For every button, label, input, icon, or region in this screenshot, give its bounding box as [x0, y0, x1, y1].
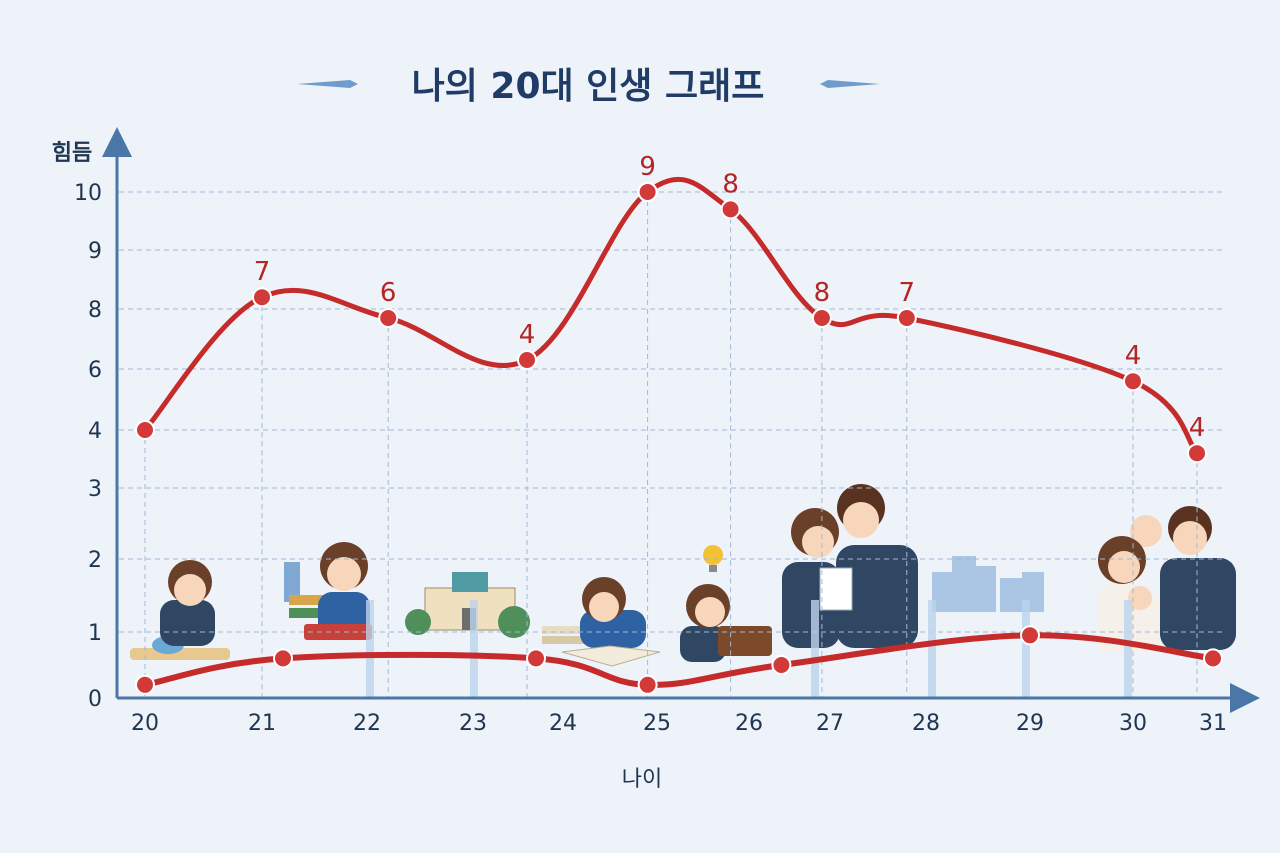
- title-left-ornament: [297, 80, 358, 88]
- series-line: [142, 632, 1216, 688]
- data-point: [1020, 625, 1040, 646]
- data-label: 4: [519, 320, 536, 350]
- background-bar: [1124, 600, 1132, 698]
- y-tick-labels: 0 1 2 3 4 6 8 9 10: [74, 181, 102, 712]
- chart-title-group: 나의 20대 인생 그래프: [297, 66, 880, 107]
- y-tick-label: 9: [88, 239, 102, 264]
- data-label: 8: [722, 169, 739, 199]
- data-point: [517, 350, 537, 370]
- background-bar: [366, 600, 374, 698]
- title-right-ornament: [820, 80, 880, 88]
- data-point: [720, 199, 741, 220]
- data-point: [771, 655, 792, 675]
- data-point: [1203, 648, 1223, 669]
- reading-student-icon: [284, 542, 372, 640]
- data-point: [811, 308, 832, 328]
- x-tick-label: 30: [1119, 711, 1147, 736]
- data-label: 4: [1125, 341, 1142, 371]
- data-label: 7: [899, 278, 916, 308]
- y-tick-label: 6: [88, 358, 102, 383]
- data-label: 7: [254, 257, 271, 287]
- x-tick-label: 23: [459, 711, 487, 736]
- x-tick-label: 27: [816, 711, 844, 736]
- data-point: [135, 674, 155, 695]
- x-tick-label: 22: [353, 711, 381, 736]
- y-tick-label: 0: [88, 687, 102, 712]
- y-tick-label: 3: [88, 477, 102, 502]
- data-point: [896, 308, 917, 328]
- x-tick-label: 29: [1016, 711, 1044, 736]
- data-point: [637, 182, 658, 202]
- background-bar: [811, 600, 819, 698]
- cooking-student-icon: [130, 560, 230, 660]
- y-tick-label: 1: [88, 621, 102, 646]
- data-point: [378, 308, 399, 328]
- data-point: [135, 420, 155, 440]
- background-bar: [470, 600, 478, 698]
- data-point: [637, 674, 658, 695]
- background-bar: [1022, 600, 1030, 698]
- background-bar: [928, 600, 936, 698]
- x-tick-label: 20: [131, 711, 159, 736]
- working-couple-icon: [782, 484, 918, 648]
- x-tick-label: 28: [912, 711, 940, 736]
- x-tick-label: 24: [549, 711, 577, 736]
- data-label: 9: [639, 152, 656, 182]
- chart-title: 나의 20대 인생 그래프: [412, 66, 765, 107]
- y-tick-label: 2: [88, 548, 102, 573]
- background-bars: [366, 600, 1132, 698]
- data-point: [526, 648, 546, 669]
- x-tick-label: 21: [248, 711, 276, 736]
- series-line: [142, 177, 1200, 456]
- data-point: [252, 287, 272, 308]
- data-label: 6: [380, 278, 397, 308]
- x-axis-label: 나이: [622, 767, 662, 792]
- gridlines: [119, 191, 1222, 698]
- y-tick-label: 8: [88, 298, 102, 323]
- x-tick-labels: 20 21 22 23 24 25 26 27 28 29 30 31: [131, 711, 1227, 736]
- data-point: [273, 648, 293, 669]
- data-label: 4: [1189, 413, 1206, 443]
- y-tick-label: 10: [74, 181, 102, 206]
- family-icon: [1098, 506, 1236, 652]
- x-tick-label: 26: [735, 711, 763, 736]
- data-labels: 7 6 4 9 8 8 7 4 4: [254, 152, 1206, 443]
- tired-student-icon: [542, 577, 661, 667]
- series-markers: [135, 182, 1223, 695]
- y-axis-label: 힘듬: [52, 141, 92, 166]
- x-tick-label: 31: [1199, 711, 1227, 736]
- data-label: 8: [814, 278, 831, 308]
- school-building-icon: [405, 572, 530, 638]
- idea-student-icon: [680, 545, 772, 662]
- x-tick-label: 25: [643, 711, 671, 736]
- data-point: [1123, 371, 1143, 392]
- y-tick-label: 4: [88, 419, 102, 444]
- data-point: [1187, 443, 1207, 464]
